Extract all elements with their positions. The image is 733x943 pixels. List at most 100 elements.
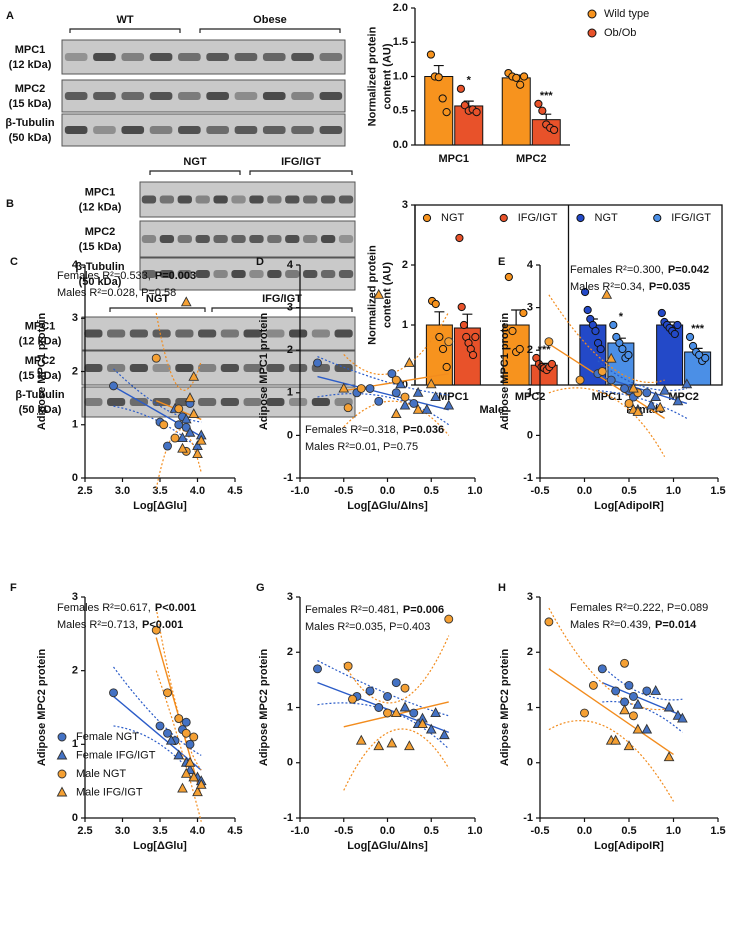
annotation: Males R²=0.028, P=0.58 — [57, 287, 176, 299]
data-point — [174, 404, 184, 414]
blot-band — [206, 53, 229, 61]
data-point — [421, 403, 433, 414]
blot-band — [234, 126, 258, 134]
blot-band — [262, 126, 286, 134]
data-point — [624, 680, 634, 690]
data-point — [188, 408, 200, 419]
data-point — [386, 737, 398, 748]
legend-label: NGT — [441, 212, 465, 224]
annotation: Males R²=0.439, P=0.014 — [570, 619, 697, 631]
annotation-p-value: P<0.001 — [142, 619, 183, 631]
confidence-band — [317, 356, 449, 396]
blot-band — [289, 364, 308, 372]
data-point — [544, 337, 554, 347]
blot-band — [243, 398, 262, 406]
blot-row-label: MPC1 — [85, 186, 116, 198]
blot-band — [159, 235, 175, 243]
significance-label: *** — [691, 323, 705, 335]
data-point — [624, 350, 633, 360]
data-point — [338, 382, 350, 393]
data-point — [343, 661, 353, 671]
blot-band — [213, 195, 228, 204]
blot-band — [141, 270, 157, 278]
y-tick-label: 0 — [287, 757, 293, 769]
y-axis-title: Adipose MPC2 protein — [499, 649, 511, 767]
data-point — [412, 403, 424, 414]
data-point — [180, 296, 192, 307]
annotation: Males R²=0.34, P=0.035 — [570, 281, 690, 293]
significance-label: *** — [538, 344, 552, 356]
blot-band — [267, 195, 282, 204]
blot-bracket — [109, 307, 206, 312]
y-tick-label: 3 — [527, 302, 533, 314]
x-tick-label: 3.0 — [115, 485, 130, 497]
confidence-band — [317, 702, 450, 750]
blot-band — [175, 364, 194, 372]
legend-marker — [653, 213, 662, 223]
blot-band — [93, 92, 116, 100]
blot-strip — [139, 257, 356, 291]
y-axis-title-line: Adipose MPC2 protein — [36, 649, 48, 767]
x-tick-label: 1.5 — [710, 825, 725, 837]
x-axis-title: Log[AdipoIR] — [594, 500, 664, 512]
blot-band — [303, 195, 318, 204]
blot-row-label: MPC2 — [15, 83, 46, 95]
blot-row-label: MPC2 — [85, 226, 116, 238]
annotation-text: Females R²=0.222, P=0.089 — [570, 602, 708, 614]
blot-band — [121, 92, 145, 100]
data-point — [383, 708, 392, 718]
blot-bracket — [199, 28, 341, 33]
data-point — [313, 358, 322, 368]
y-tick-label: -1 — [283, 472, 293, 484]
data-point — [180, 413, 192, 424]
data-point — [373, 740, 385, 751]
annotation-p-value: P=0.014 — [655, 619, 697, 631]
blot-strip — [81, 386, 356, 418]
annotation: Females R²=0.533, P=0.003 — [57, 270, 196, 282]
blot-band — [152, 398, 171, 406]
legend-label: Male IFG/IGT — [76, 786, 143, 798]
data-point — [348, 694, 357, 704]
blot-band — [84, 364, 103, 372]
annotation-text: Females R²=0.481, — [305, 604, 399, 616]
blot-band — [159, 270, 175, 278]
data-point — [192, 448, 203, 458]
blot-bracket — [211, 307, 353, 312]
x-tick-label: -1.0 — [291, 825, 310, 837]
legend-marker — [587, 28, 597, 38]
data-point — [417, 718, 428, 729]
blot-band — [285, 270, 300, 278]
blot-band — [291, 53, 314, 61]
data-point — [177, 432, 188, 443]
y-tick-label: 1 — [527, 701, 533, 713]
blot-band — [289, 329, 308, 338]
y-tick-label: 0 — [72, 472, 78, 484]
y-tick-label: 2 — [527, 646, 533, 658]
y-axis-title: Normalized protein content (AU) — [366, 26, 393, 126]
data-point — [618, 344, 627, 354]
blot-band — [152, 364, 171, 372]
annotation: Males R²=0.713, P<0.001 — [57, 619, 183, 631]
data-point — [456, 84, 466, 93]
data-point — [313, 664, 322, 674]
legend-label: IFG/IGT — [671, 212, 711, 224]
confidence-band — [343, 400, 450, 436]
y-tick-label: 3 — [72, 591, 78, 603]
data-point — [596, 344, 605, 354]
blot-group-label: IFG/IGT — [281, 156, 321, 168]
blot-band — [220, 364, 239, 372]
data-point — [177, 442, 188, 453]
group-label: Male — [480, 404, 504, 416]
data-point — [170, 433, 180, 443]
blot-row-label: (12 kDa) — [79, 201, 122, 213]
x-tick-label: MPC2 — [516, 153, 547, 165]
annotation-p-value: P=0.006 — [403, 604, 444, 616]
x-tick-label: 1.0 — [467, 825, 482, 837]
blot-row-label: (50 kDa) — [19, 404, 62, 416]
y-tick-label: 2 — [287, 344, 293, 356]
data-point — [442, 362, 451, 372]
confidence-band — [343, 311, 450, 375]
y-tick-label: 0.5 — [393, 105, 408, 117]
data-point — [188, 771, 200, 782]
